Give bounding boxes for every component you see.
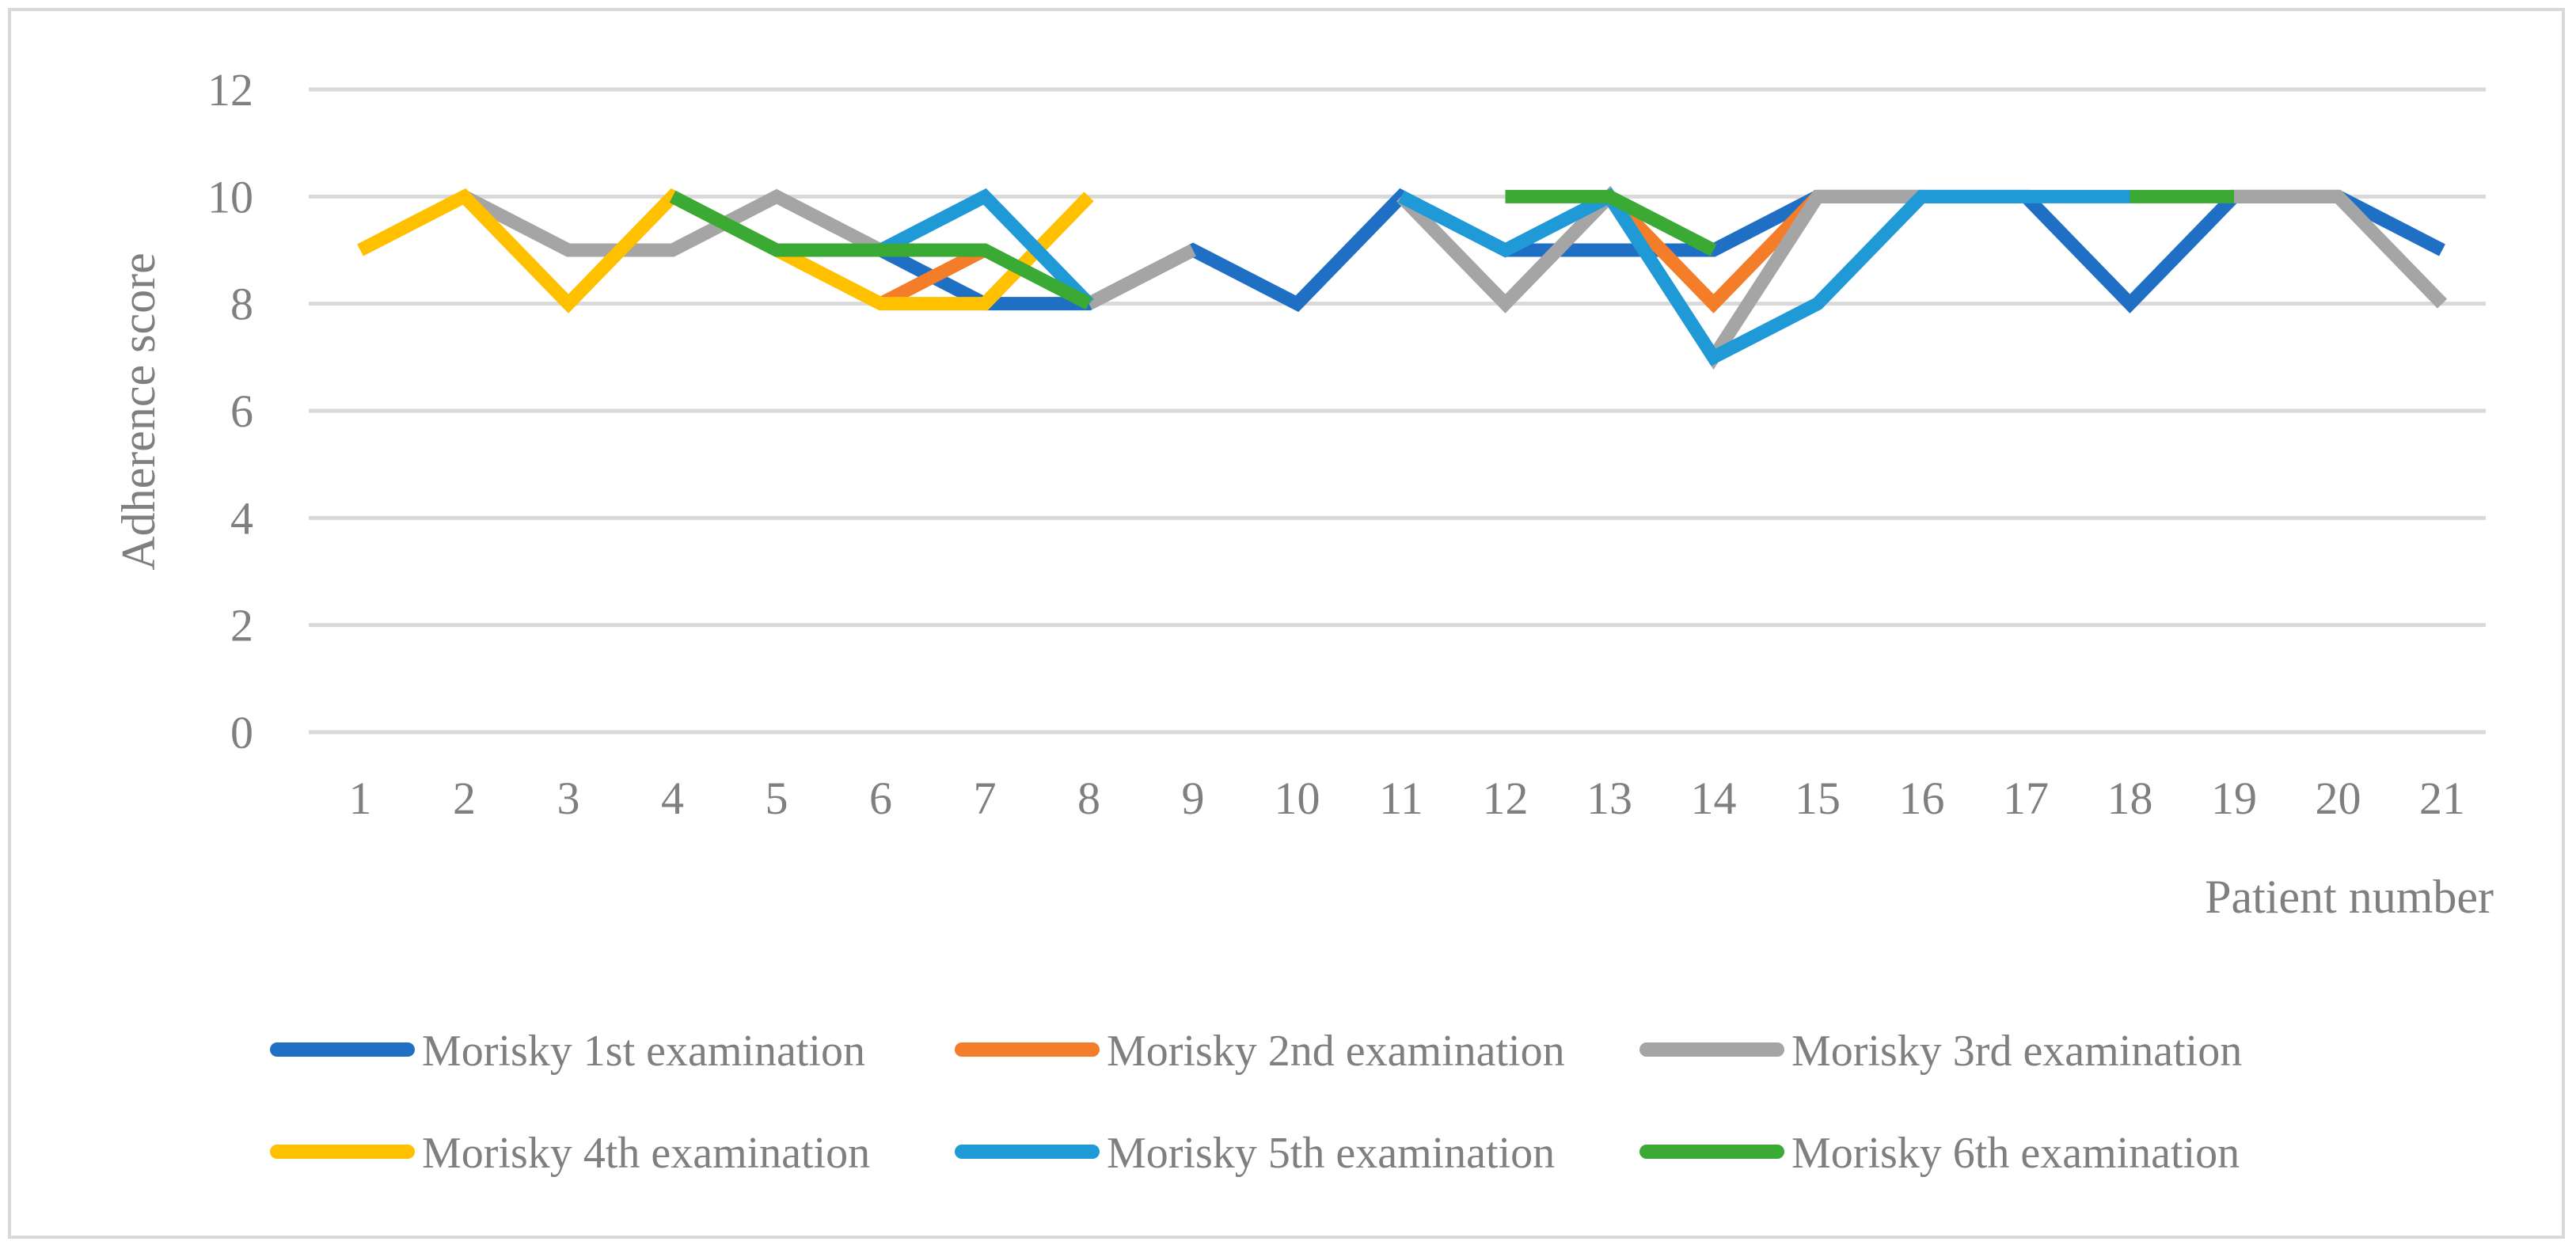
legend-item-4: Morisky 4th examination: [270, 1129, 870, 1178]
x-tick-label: 21: [2419, 773, 2465, 824]
legend-label: Morisky 2nd examination: [1107, 1027, 1565, 1076]
series-line-segment: [1398, 188, 2130, 366]
series-line-segment: [1505, 189, 1717, 256]
y-tick-label: 12: [207, 64, 253, 116]
series-line-segment: [877, 188, 1094, 309]
x-tick-label: 8: [1077, 773, 1100, 824]
x-tick-label: 7: [974, 773, 997, 824]
x-tick-label: 16: [1899, 773, 1945, 824]
legend-label: Morisky 1st examination: [422, 1027, 865, 1076]
y-tick-label: 6: [230, 385, 253, 437]
y-axis-ticks: 0 2 4 6 8 10 12: [207, 64, 253, 758]
series-line-segment: [1085, 244, 1196, 310]
legend-label: Morisky 5th examination: [1107, 1129, 1555, 1178]
legend-item-5: Morisky 5th examination: [955, 1129, 1555, 1178]
legend-item-6: Morisky 6th examination: [1639, 1129, 2240, 1178]
legend-label: Morisky 6th examination: [1791, 1129, 2240, 1178]
x-tick-label: 15: [1795, 773, 1841, 824]
y-tick-label: 8: [230, 279, 253, 330]
x-tick-label: 19: [2211, 773, 2257, 824]
series-lines: [357, 185, 2448, 370]
x-axis-title: Patient number: [2205, 871, 2494, 923]
legend-item-1: Morisky 1st examination: [270, 1027, 865, 1076]
series-line-segment: [669, 190, 1092, 310]
x-tick-label: 3: [557, 773, 580, 824]
series-line-segment: [1604, 192, 1823, 313]
y-tick-label: 4: [230, 492, 253, 544]
series-line-segment: [2234, 189, 2448, 309]
x-tick-label: 17: [2003, 773, 2049, 824]
series-2: [877, 192, 1823, 313]
y-axis-title: Adherence score: [112, 252, 165, 570]
series-line-segment: [461, 188, 884, 257]
x-tick-label: 11: [1379, 773, 1423, 824]
series-line-segment: [877, 244, 988, 310]
x-tick-label: 9: [1182, 773, 1205, 824]
x-tick-label: 20: [2316, 773, 2361, 824]
series-6: [669, 189, 2234, 310]
x-tick-label: 10: [1275, 773, 1320, 824]
x-tick-label: 4: [661, 773, 684, 824]
legend-item-2: Morisky 2nd examination: [955, 1027, 1565, 1076]
y-tick-label: 2: [230, 600, 253, 651]
x-tick-label: 13: [1586, 773, 1632, 824]
y-tick-label: 0: [230, 707, 253, 758]
x-tick-label: 1: [349, 773, 372, 824]
x-tick-label: 5: [766, 773, 788, 824]
legend: Morisky 1st examination Morisky 2nd exami…: [270, 1027, 2242, 1178]
legend-label: Morisky 4th examination: [422, 1129, 870, 1178]
x-tick-label: 18: [2107, 773, 2153, 824]
x-tick-label: 12: [1483, 773, 1529, 824]
x-axis-ticks: 1 2 3 4 5 6 7 8 9 10 11 12 13 14 15 16 17 18 19 20 21: [349, 773, 2466, 824]
x-tick-label: 2: [453, 773, 476, 824]
gridlines: [309, 87, 2486, 735]
legend-item-3: Morisky 3rd examination: [1639, 1027, 2242, 1076]
x-tick-label: 14: [1691, 773, 1737, 824]
x-tick-label: 6: [869, 773, 892, 824]
y-tick-label: 10: [207, 171, 253, 222]
series-5: [877, 188, 2130, 366]
legend-label: Morisky 3rd examination: [1791, 1027, 2242, 1076]
